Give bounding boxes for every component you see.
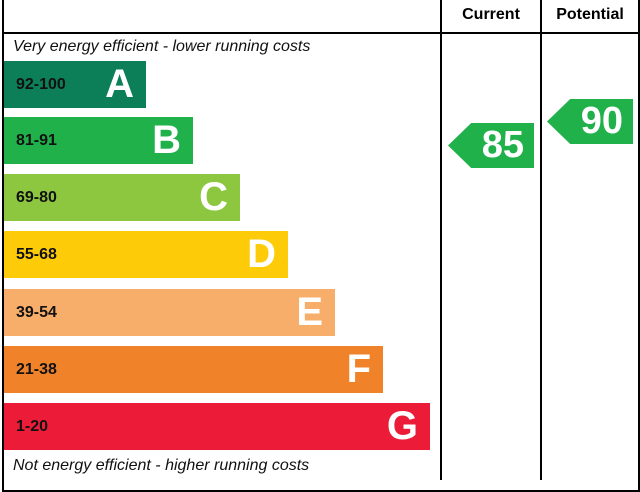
band-range: 69-80 bbox=[16, 188, 57, 206]
band-letter: C bbox=[199, 175, 228, 219]
bottom-note: Not energy efficient - higher running co… bbox=[13, 457, 310, 474]
potential-rating-value: 90 bbox=[580, 100, 623, 142]
band-range: 21-38 bbox=[16, 360, 57, 378]
band-letter: E bbox=[296, 290, 323, 334]
band-letter: D bbox=[247, 232, 276, 276]
band-range: 39-54 bbox=[16, 303, 57, 321]
band-g: 1-20 G bbox=[4, 403, 430, 450]
header-divider bbox=[2, 32, 638, 34]
top-note: Very energy efficient - lower running co… bbox=[13, 38, 311, 55]
band-range: 92-100 bbox=[16, 75, 66, 93]
band-c: 69-80 C bbox=[4, 174, 240, 221]
column-divider bbox=[440, 0, 442, 480]
band-a: 92-100 A bbox=[4, 61, 146, 108]
header-potential: Potential bbox=[556, 6, 624, 23]
band-b: 81-91 B bbox=[4, 117, 193, 164]
band-letter: B bbox=[152, 118, 181, 162]
band-f: 21-38 F bbox=[4, 346, 383, 393]
band-range: 55-68 bbox=[16, 245, 57, 263]
band-letter: F bbox=[346, 347, 371, 391]
band-d: 55-68 D bbox=[4, 231, 288, 278]
current-rating-value: 85 bbox=[481, 124, 524, 166]
band-letter: G bbox=[386, 404, 418, 448]
band-e: 39-54 E bbox=[4, 289, 335, 336]
band-letter: A bbox=[105, 62, 134, 106]
band-range: 1-20 bbox=[16, 417, 49, 435]
band-range: 81-91 bbox=[16, 131, 57, 149]
column-divider bbox=[540, 0, 542, 480]
header-current: Current bbox=[462, 6, 520, 23]
